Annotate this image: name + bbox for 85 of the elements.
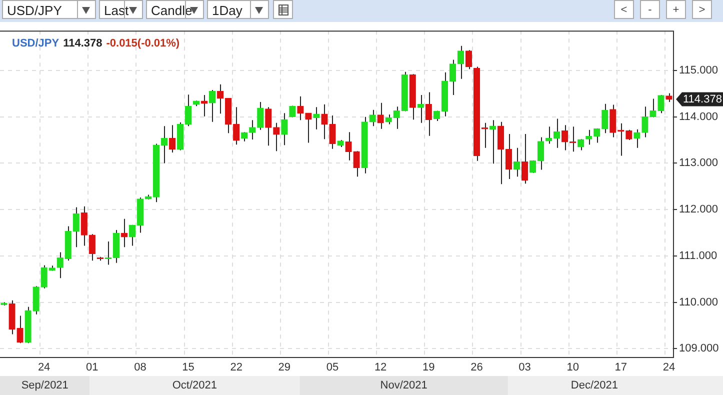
x-tick-label: 08 <box>134 362 146 374</box>
x-tick-label: 24 <box>662 362 676 374</box>
candlestick <box>32 286 40 315</box>
candlestick <box>650 98 656 118</box>
candlestick <box>465 50 472 70</box>
y-tick-label: 113.000 <box>679 157 718 170</box>
candlestick <box>40 264 48 289</box>
text: 1Day <box>212 2 242 20</box>
text: USD/JPY <box>7 2 62 20</box>
x-tick-label: 26 <box>470 362 483 374</box>
candlestick <box>634 128 640 148</box>
candlestick <box>16 315 24 344</box>
candlestick <box>449 59 456 96</box>
candlestick <box>610 104 616 138</box>
candlestick <box>265 106 272 146</box>
candlestick <box>56 252 64 279</box>
candlestick <box>353 150 360 178</box>
x-tick-label: 15 <box>182 362 194 374</box>
text: < <box>614 0 634 19</box>
x-tick-label: 10 <box>566 362 579 374</box>
candlestick <box>72 206 80 248</box>
y-tick-label: 110.000 <box>679 296 718 308</box>
candlestick <box>80 206 88 246</box>
candlestick <box>329 114 336 150</box>
candlestick <box>249 120 256 140</box>
text: Sep/2021 <box>21 380 68 392</box>
x-tick-label: 01 <box>86 362 98 374</box>
candlestick <box>457 45 464 80</box>
text: 114.378 <box>683 93 722 106</box>
candlestick <box>273 122 280 152</box>
candlestick <box>88 234 96 262</box>
x-tick-label: 05 <box>326 362 339 374</box>
candlestick <box>626 129 632 141</box>
candlestick <box>385 114 392 125</box>
candlestick <box>393 106 400 130</box>
candlestick <box>425 92 432 136</box>
candlestick <box>513 147 520 178</box>
text: Dec/2021 <box>570 380 618 392</box>
text: > <box>692 0 712 19</box>
annotation: 114.378 <box>63 38 102 50</box>
x-tick-label: 19 <box>422 362 435 374</box>
candlestick <box>521 133 528 184</box>
text: - <box>640 0 660 19</box>
text: Last <box>104 2 129 20</box>
candlestick <box>233 106 240 146</box>
x-tick-label: 03 <box>518 362 531 374</box>
candlestick <box>586 129 592 146</box>
y-tick-label: 112.000 <box>679 204 718 216</box>
candlestick <box>281 112 288 146</box>
y-tick-label: 114.000 <box>679 110 718 123</box>
y-tick-label: 111.000 <box>679 250 718 262</box>
candlestick <box>562 124 568 151</box>
text: + <box>666 0 686 19</box>
candlestick <box>321 104 328 140</box>
x-tick-label: 24 <box>38 362 50 374</box>
candlestick <box>377 102 384 130</box>
candlestick <box>168 124 176 154</box>
candlestick <box>217 84 224 114</box>
x-tick-label: 12 <box>374 362 387 374</box>
candlestick <box>417 94 424 124</box>
candlestick <box>257 102 264 130</box>
candlestick <box>305 112 312 144</box>
y-tick-label: 115.000 <box>679 64 718 77</box>
candlestick <box>369 109 376 127</box>
candlestick <box>602 103 608 134</box>
text: USD/JPY <box>12 38 60 50</box>
y-tick-label: 109.000 <box>679 342 719 355</box>
annotation: -0.015(-0.01%) <box>106 38 180 50</box>
candlestick <box>313 106 320 130</box>
candlestick <box>289 105 296 118</box>
x-tick-label: 17 <box>614 362 628 374</box>
candlestick <box>208 89 216 122</box>
candlestick <box>594 128 600 144</box>
x-tick-label: 29 <box>278 362 291 374</box>
candlestick <box>241 132 248 142</box>
candlestick <box>658 94 664 114</box>
text: Candle <box>151 2 192 20</box>
candlestick <box>112 229 120 264</box>
text: Oct/2021 <box>172 380 218 392</box>
text: Nov/2021 <box>380 380 428 392</box>
candlestick <box>200 94 208 117</box>
candlestick <box>345 132 352 161</box>
candlestick <box>642 106 648 138</box>
x-tick-label: 22 <box>230 362 242 374</box>
candlestick <box>297 96 304 121</box>
